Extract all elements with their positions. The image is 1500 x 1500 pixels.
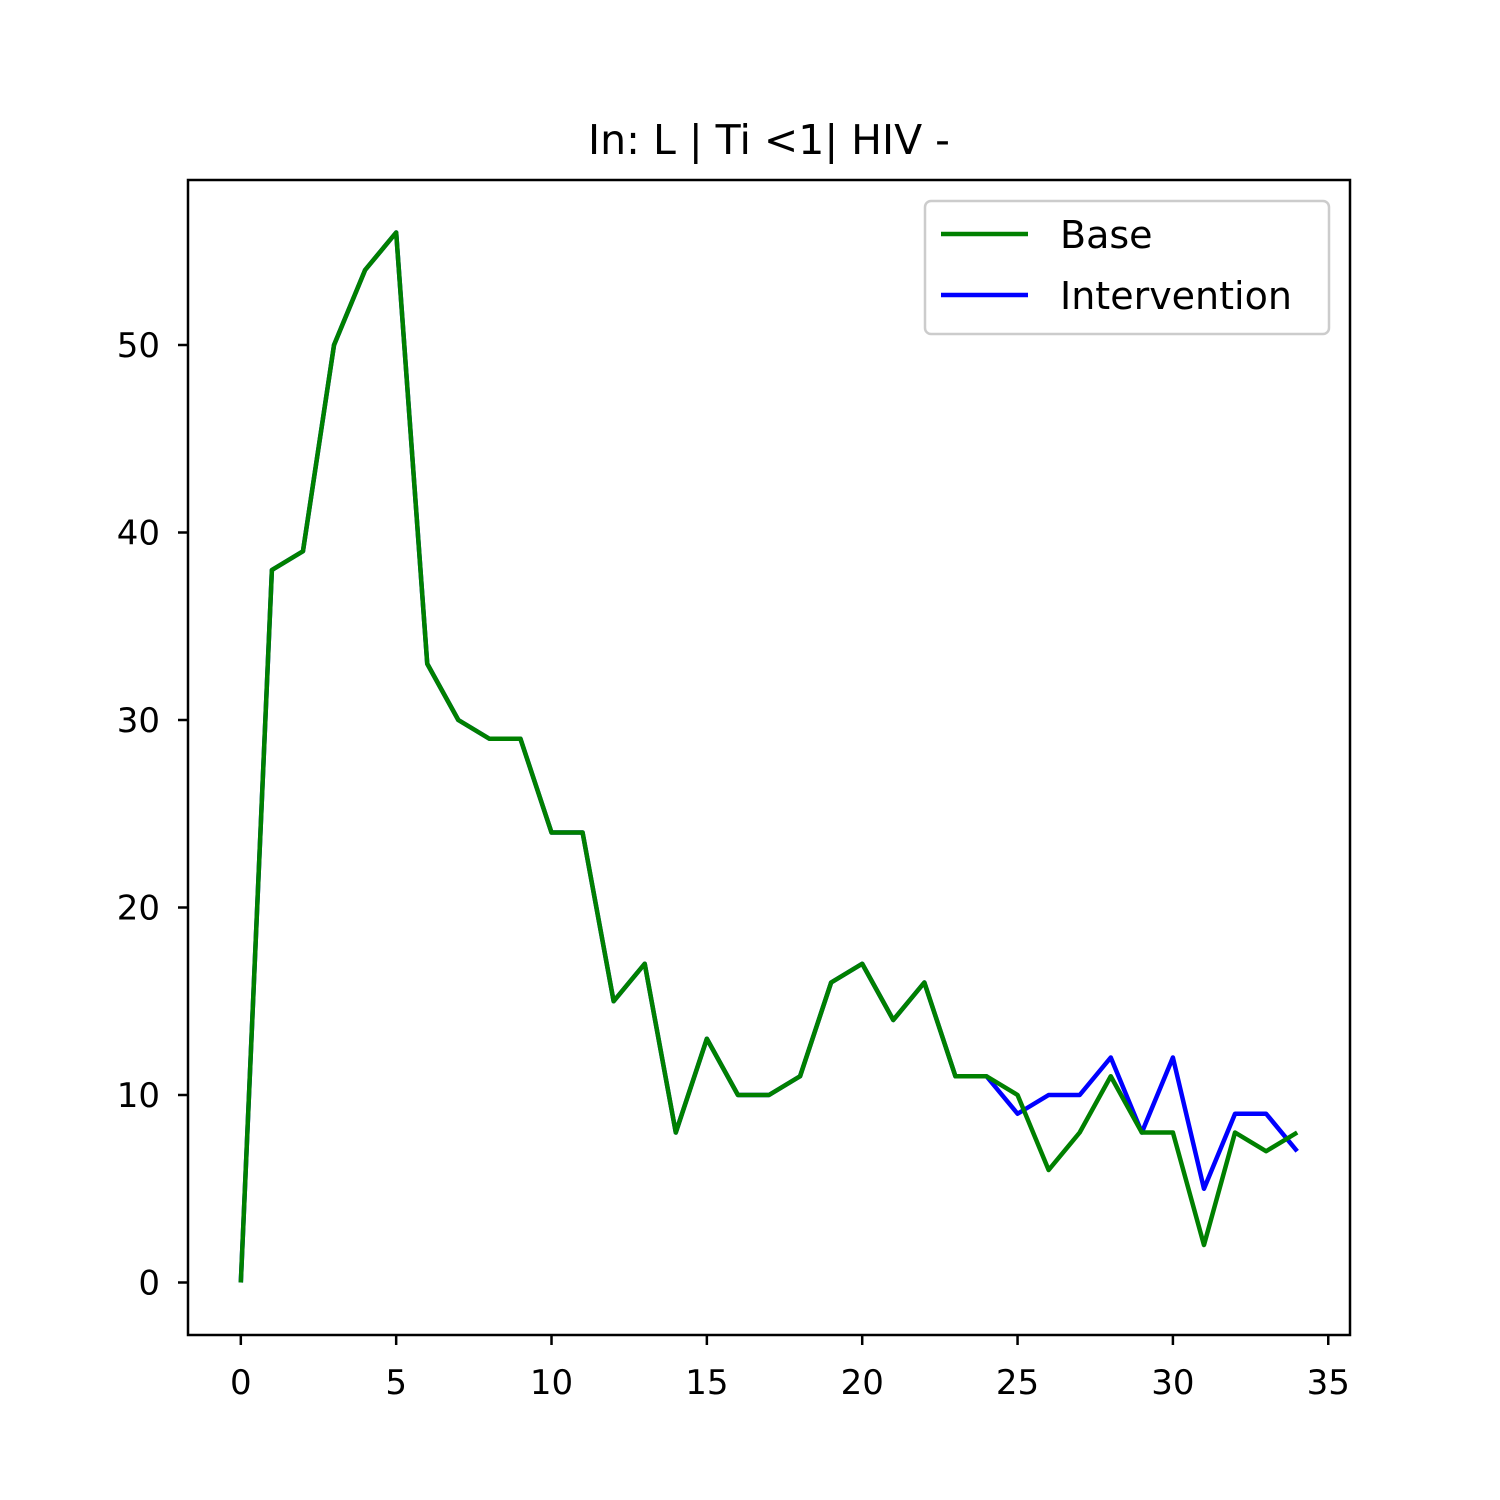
x-tick-label: 35 (1307, 1363, 1350, 1403)
plot-frame (186, 178, 1352, 1337)
x-tick-label: 10 (530, 1363, 573, 1403)
legend-label-intervention: Intervention (1060, 274, 1292, 318)
legend-label-base: Base (1060, 213, 1153, 257)
y-tick-label: 50 (117, 326, 160, 366)
y-tick-label: 0 (138, 1264, 160, 1304)
x-axis: 0 5 10 15 20 25 30 35 (230, 1335, 1350, 1403)
y-tick-label: 40 (117, 514, 160, 554)
series-layer (238, 230, 1299, 1283)
y-tick-label: 20 (117, 889, 160, 929)
x-tick-label: 5 (385, 1363, 407, 1403)
legend: Base Intervention (923, 199, 1331, 336)
y-axis: 0 10 20 30 40 50 (117, 326, 188, 1304)
x-tick-label: 25 (996, 1363, 1039, 1403)
x-tick-label: 20 (841, 1363, 884, 1403)
x-tick-label: 0 (230, 1363, 252, 1403)
x-tick-label: 15 (685, 1363, 728, 1403)
x-tick-label: 30 (1151, 1363, 1194, 1403)
y-tick-label: 10 (117, 1076, 160, 1116)
series-line-base (238, 230, 1299, 1283)
y-tick-label: 30 (117, 701, 160, 741)
chart-title: In: L | Ti <1| HIV - (588, 116, 950, 164)
